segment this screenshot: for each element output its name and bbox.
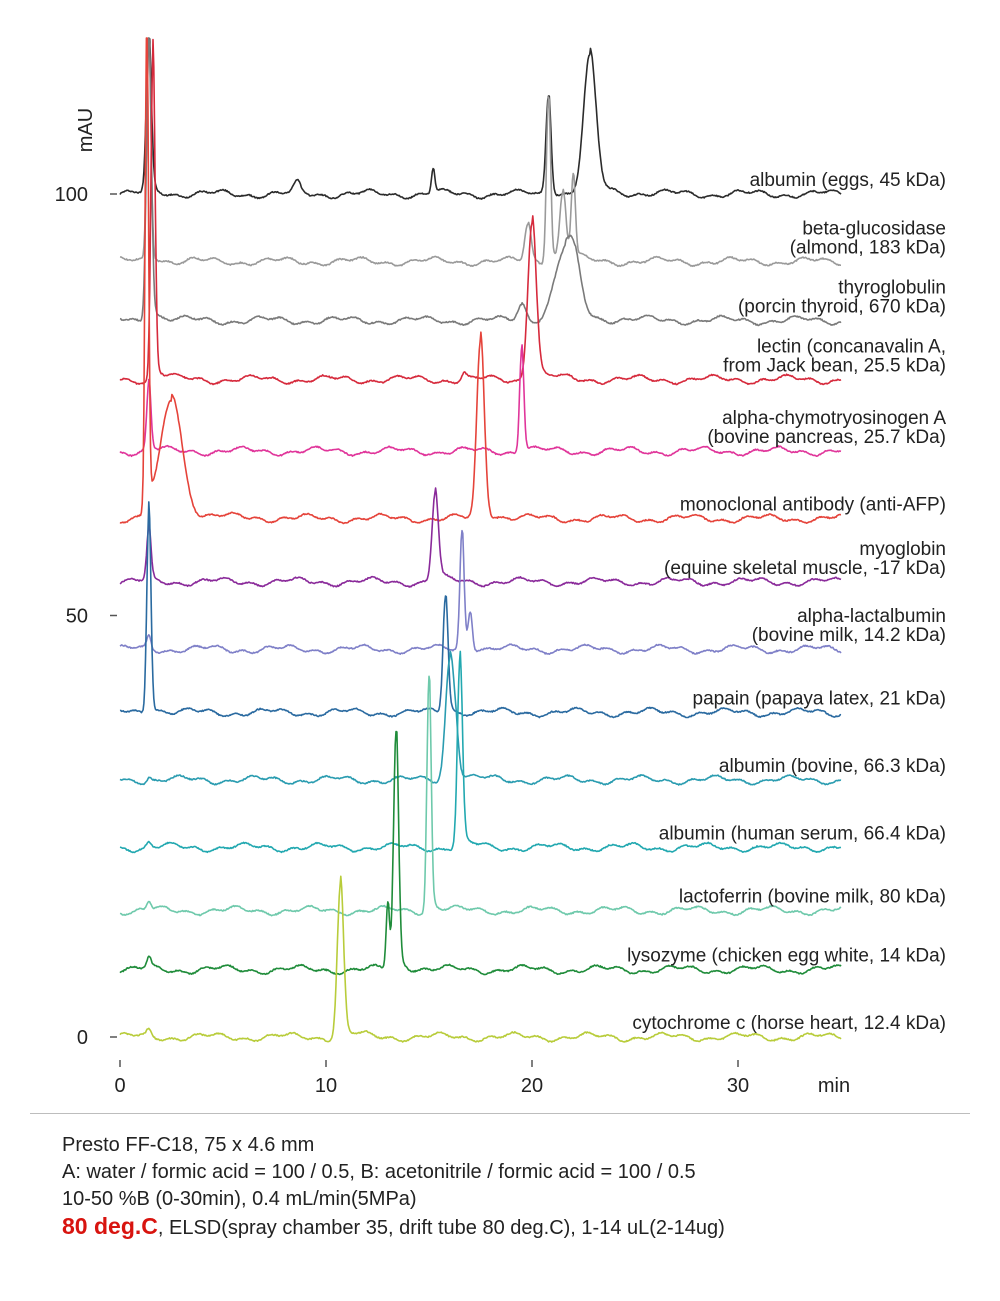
trace-line <box>119 487 842 588</box>
temperature-highlight: 80 deg.C <box>62 1213 158 1239</box>
x-tick-label: 30 <box>727 1075 749 1097</box>
series-label: papain (papaya latex, 21 kDa) <box>693 688 947 709</box>
series-label: alpha-chymotryosinogen A <box>722 408 946 429</box>
series-label: (bovine milk, 14.2 kDa) <box>752 625 946 646</box>
divider-line <box>30 1113 970 1114</box>
gradient-info: 10-50 %B (0-30min), 0.4 mL/min(5MPa) <box>62 1188 417 1210</box>
series-label: cytochrome c (horse heart, 12.4 kDa) <box>632 1013 946 1034</box>
detection-line: 80 deg.C, ELSD(spray chamber 35, drift t… <box>62 1213 982 1242</box>
x-tick-label: 10 <box>315 1075 337 1097</box>
series-label: lectin (concanavalin A, <box>757 336 946 357</box>
chromatogram-plot: mAU min 0 50 100 0 10 20 30 albumin (eggs, 45 kDa… <box>55 37 947 1097</box>
x-axis-label: min <box>818 1075 850 1097</box>
mobile-phase-info: A: water / formic acid = 100 / 0.5, B: a… <box>62 1161 696 1183</box>
column-info: Presto FF-C18, 75 x 4.6 mm <box>62 1134 315 1156</box>
x-tick-label: 0 <box>114 1075 125 1097</box>
y-axis-label: mAU <box>75 108 97 152</box>
trace-line <box>119 650 842 854</box>
trace-line <box>119 730 842 976</box>
trace-line <box>119 344 842 458</box>
series-label: from Jack bean, 25.5 kDa) <box>723 355 946 376</box>
x-tick-label: 20 <box>521 1075 543 1097</box>
series-label: beta-glucosidase <box>802 218 946 239</box>
trace-line <box>119 37 842 525</box>
series-label: monoclonal antibody (anti-AFP) <box>680 495 946 516</box>
trace-line <box>119 501 842 719</box>
chromatogram-chart: mAU min 0 50 100 0 10 20 30 albumin (eggs, 45 kDa… <box>55 37 947 1097</box>
trace-line <box>119 675 842 917</box>
y-tick-label: 0 <box>77 1027 88 1049</box>
trace-line <box>119 38 842 386</box>
series-label: thyroglobulin <box>838 277 946 298</box>
trace-line <box>119 37 841 268</box>
series-label: (porcin thyroid, 670 kDa) <box>738 296 946 317</box>
trace-line <box>119 650 842 786</box>
series-label: albumin (bovine, 66.3 kDa) <box>719 756 946 777</box>
series-label: myoglobin <box>859 539 946 560</box>
trace-line <box>119 529 842 655</box>
detection-info: , ELSD(spray chamber 35, drift tube 80 d… <box>157 1217 725 1239</box>
trace-line <box>119 37 842 327</box>
series-label: alpha-lactalbumin <box>797 606 946 627</box>
series-label: lactoferrin (bovine milk, 80 kDa) <box>679 887 946 908</box>
series-label: (equine skeletal muscle, -17 kDa) <box>664 558 946 579</box>
method-conditions: Presto FF-C18, 75 x 4.6 mm A: water / fo… <box>62 1132 982 1242</box>
series-label: (bovine pancreas, 25.7 kDa) <box>707 427 946 448</box>
trace-line <box>119 875 842 1043</box>
series-label: lysozyme (chicken egg white, 14 kDa) <box>627 946 946 967</box>
series-label: (almond, 183 kDa) <box>790 237 946 258</box>
series-label: albumin (human serum, 66.4 kDa) <box>659 823 946 844</box>
y-tick-label: 50 <box>66 606 88 628</box>
series-label: albumin (eggs, 45 kDa) <box>750 170 946 191</box>
y-tick-label: 100 <box>55 184 88 206</box>
trace-line <box>119 37 842 200</box>
